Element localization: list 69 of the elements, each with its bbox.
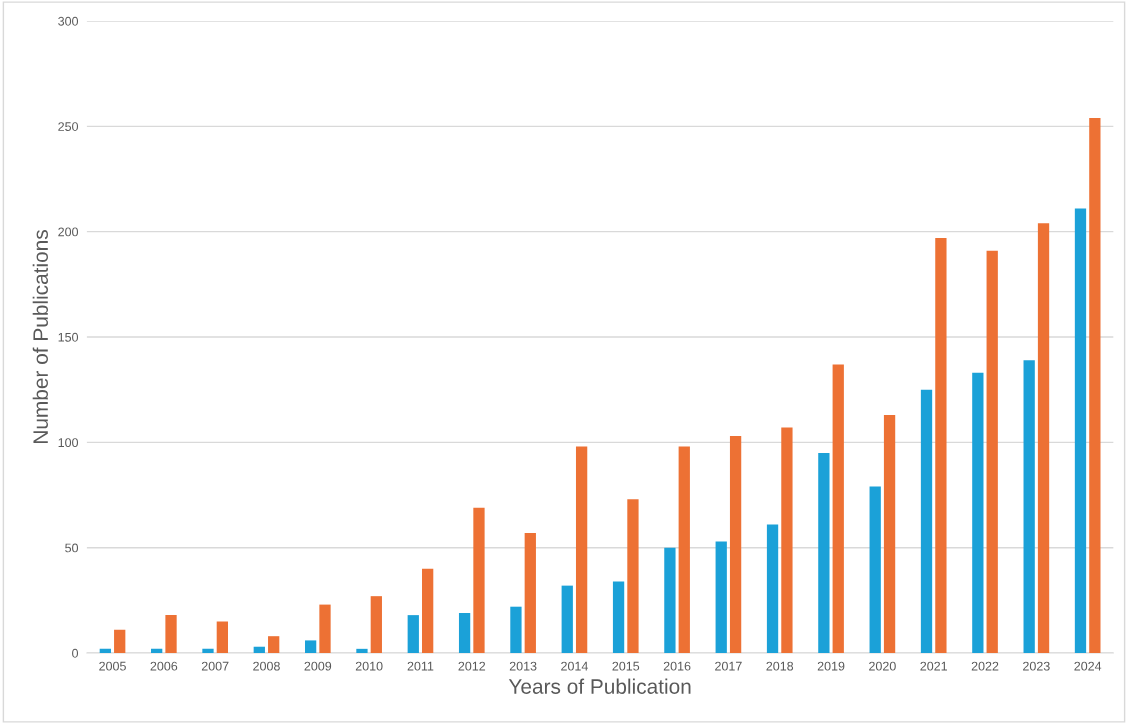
bar: [664, 547, 676, 654]
bar: [202, 648, 214, 654]
bar: [678, 446, 690, 654]
bar: [869, 486, 881, 654]
bar: [114, 629, 126, 654]
y-tick-label: 200: [58, 227, 79, 237]
y-tick-label: 0: [72, 648, 79, 658]
bar: [151, 648, 163, 654]
bar: [216, 621, 228, 654]
bar: [1023, 360, 1035, 654]
x-tick-label: 2007: [201, 661, 229, 671]
y-tick-label: 50: [65, 543, 79, 553]
x-tick-label: 2021: [920, 661, 947, 671]
bar: [253, 646, 265, 654]
bar: [729, 436, 742, 654]
y-axis-title: Number of Publications: [32, 230, 48, 443]
x-tick-label: 2011: [407, 661, 434, 671]
x-tick-label: 2012: [458, 661, 486, 671]
bar: [832, 364, 844, 654]
bar: [458, 613, 471, 654]
bar: [818, 452, 830, 654]
bar: [920, 389, 933, 654]
y-tick-label: 100: [58, 438, 79, 448]
bar: [1089, 117, 1101, 654]
x-tick-label: 2017: [715, 661, 742, 671]
bar: [407, 615, 419, 654]
bar: [524, 532, 536, 654]
bar: [473, 507, 485, 654]
bar: [715, 541, 727, 654]
x-tick-label: 2024: [1074, 661, 1102, 671]
bar: [422, 568, 434, 654]
bar: [165, 615, 177, 654]
x-tick-label: 2008: [253, 661, 280, 671]
bar: [612, 581, 625, 654]
bar: [627, 499, 639, 654]
x-tick-label: 2009: [304, 661, 332, 671]
bar: [575, 446, 588, 654]
x-tick-label: 2022: [971, 661, 999, 671]
bar: [356, 648, 368, 654]
y-tick-label: 250: [58, 122, 79, 131]
x-tick-label: 2006: [150, 661, 178, 671]
bar: [99, 648, 111, 654]
bar: [510, 606, 522, 654]
bar: [1074, 208, 1087, 654]
x-tick-label: 2005: [99, 661, 126, 671]
bar: [319, 604, 331, 654]
x-tick-label: 2013: [509, 661, 537, 671]
bar: [935, 238, 947, 654]
x-tick-label: 2019: [817, 661, 845, 671]
bar: [972, 372, 984, 654]
bar: [766, 524, 779, 654]
x-tick-label: 2014: [561, 661, 588, 671]
bar: [986, 250, 998, 654]
x-axis-title: Years of Publication: [508, 678, 691, 694]
bar: [883, 414, 896, 654]
y-tick-label: 150: [58, 332, 79, 342]
x-tick-label: 2015: [612, 661, 640, 671]
bar: [1037, 223, 1050, 654]
x-tick-label: 2010: [355, 661, 383, 671]
bar: [781, 427, 793, 654]
x-tick-label: 2023: [1023, 661, 1050, 671]
bar: [268, 636, 280, 654]
x-tick-label: 2018: [766, 661, 794, 671]
x-tick-label: 2016: [663, 661, 691, 671]
bar: [370, 596, 382, 654]
y-tick-label: 300: [58, 16, 79, 26]
bar: [304, 640, 317, 654]
x-tick-label: 2020: [869, 661, 896, 671]
bar: [561, 585, 573, 654]
